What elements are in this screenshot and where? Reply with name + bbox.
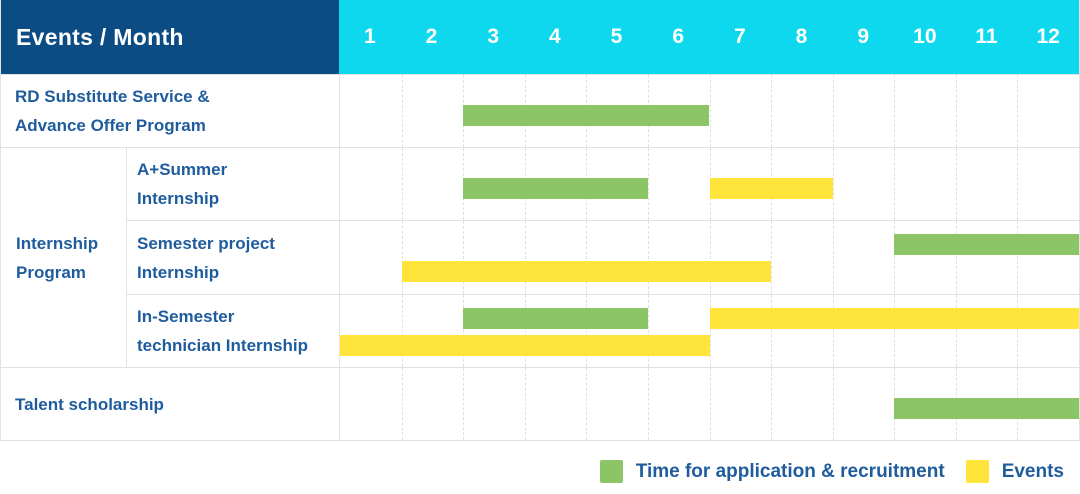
row-timeline [339, 294, 1079, 367]
month-gridline [586, 368, 588, 440]
month-header-cell: 9 [857, 25, 869, 48]
gantt-bar-application [463, 307, 648, 329]
month-gridline [709, 75, 711, 147]
month-gridline [832, 295, 834, 367]
month-header-cell: 5 [610, 25, 623, 48]
row-label: Semester project Internship [126, 220, 339, 294]
row-timeline [339, 147, 1079, 220]
month-gridline [463, 368, 465, 440]
legend: Time for application & recruitment Events [599, 460, 1064, 483]
row-label-line: In-Semester [137, 307, 235, 326]
month-gridline [647, 148, 649, 220]
row-label: RD Substitute Service & Advance Offer Pro… [1, 74, 339, 147]
month-gridline [1017, 75, 1019, 147]
month-gridline [1017, 221, 1019, 294]
row-timeline [339, 367, 1079, 440]
page-title: Events / Month [16, 23, 184, 50]
row-label: A+Summer Internship [126, 147, 339, 220]
row-label-line: A+Summer [137, 160, 228, 179]
row-timeline [339, 220, 1079, 294]
month-gridline [955, 75, 957, 147]
month-gridline [832, 368, 834, 440]
month-gridline [832, 148, 834, 220]
month-header-cell: 12 [1036, 25, 1060, 48]
month-gridline [401, 148, 403, 220]
month-gridline [955, 221, 957, 294]
row-label-line: Internship [137, 189, 220, 208]
month-gridline [1017, 295, 1019, 367]
gantt-bar-application [463, 178, 648, 200]
legend-label: Events [1001, 460, 1064, 482]
month-header-cell: 4 [548, 25, 561, 48]
month-header-cell: 6 [672, 25, 684, 48]
gantt-table: Events / Month 1 2 3 4 5 6 7 8 9 10 11 12 Internshi… [0, 0, 1080, 441]
row-label-line: Semester project [137, 233, 275, 253]
row-timeline [339, 74, 1079, 147]
month-gridline [894, 295, 896, 367]
gantt-bar-application [463, 105, 710, 127]
month-gridline [647, 221, 649, 294]
month-gridline [647, 295, 649, 367]
month-gridline [894, 221, 896, 294]
month-header-cell: 8 [795, 25, 808, 48]
month-gridline [463, 221, 465, 294]
month-header-row: 1 2 3 4 5 6 7 8 9 10 11 12 [339, 0, 1079, 74]
month-gridline [832, 221, 834, 294]
month-header-cell: 10 [913, 25, 937, 48]
month-gridline [771, 221, 773, 294]
month-gridline [401, 368, 403, 440]
row-label: In-Semester technician Internship [126, 294, 339, 367]
month-gridline [524, 295, 526, 367]
month-gridline [832, 75, 834, 147]
legend-swatch-application [599, 460, 623, 483]
month-gridline [1017, 148, 1019, 220]
group-label: Internship Program [1, 147, 126, 367]
month-header-cell: 11 [975, 25, 998, 48]
legend-item-events: Events [965, 460, 1064, 483]
month-header-cell: 7 [733, 25, 746, 48]
month-gridline [709, 221, 711, 294]
legend-item-application: Time for application & recruitment [599, 460, 945, 483]
month-gridline [647, 368, 649, 440]
month-header-cell: 3 [487, 25, 499, 48]
month-gridline [709, 368, 711, 440]
legend-label: Time for application & recruitment [635, 460, 945, 482]
gantt-grid: Events / Month 1 2 3 4 5 6 7 8 9 10 11 12 Internshi… [1, 0, 1079, 440]
month-gridline [401, 221, 403, 294]
month-gridline [586, 221, 588, 294]
month-gridline [524, 221, 526, 294]
row-label-line: Internship [16, 233, 99, 253]
gantt-bar-events [340, 334, 710, 356]
month-gridline [955, 148, 957, 220]
row-label-line: Program [16, 262, 86, 282]
row-label-line: RD Substitute Service & [15, 87, 210, 106]
row-label-line: technician Internship [137, 336, 308, 355]
month-gridline [894, 75, 896, 147]
month-gridline [586, 295, 588, 367]
row-label: Talent scholarship [1, 367, 339, 440]
row-label-line: Internship [137, 262, 220, 282]
month-gridline [894, 148, 896, 220]
gantt-bar-application [894, 234, 1079, 256]
month-gridline [771, 368, 773, 440]
row-label-line: Advance Offer Program [15, 116, 206, 135]
header-title-cell: Events / Month [1, 0, 339, 74]
month-gridline [709, 295, 711, 367]
month-gridline [401, 75, 403, 147]
month-gridline [524, 368, 526, 440]
month-gridline [401, 295, 403, 367]
month-gridline [771, 295, 773, 367]
month-gridline [463, 295, 465, 367]
month-gridline [955, 295, 957, 367]
month-header-cell: 2 [425, 25, 438, 48]
month-gridline [771, 75, 773, 147]
row-label-line: Talent scholarship [15, 394, 164, 414]
legend-swatch-events [965, 460, 989, 483]
month-header-cell: 1 [363, 25, 376, 48]
gantt-bar-events [709, 178, 833, 200]
gantt-bar-events [709, 307, 1079, 329]
gantt-bar-application [894, 398, 1079, 420]
gantt-bar-events [401, 261, 772, 283]
